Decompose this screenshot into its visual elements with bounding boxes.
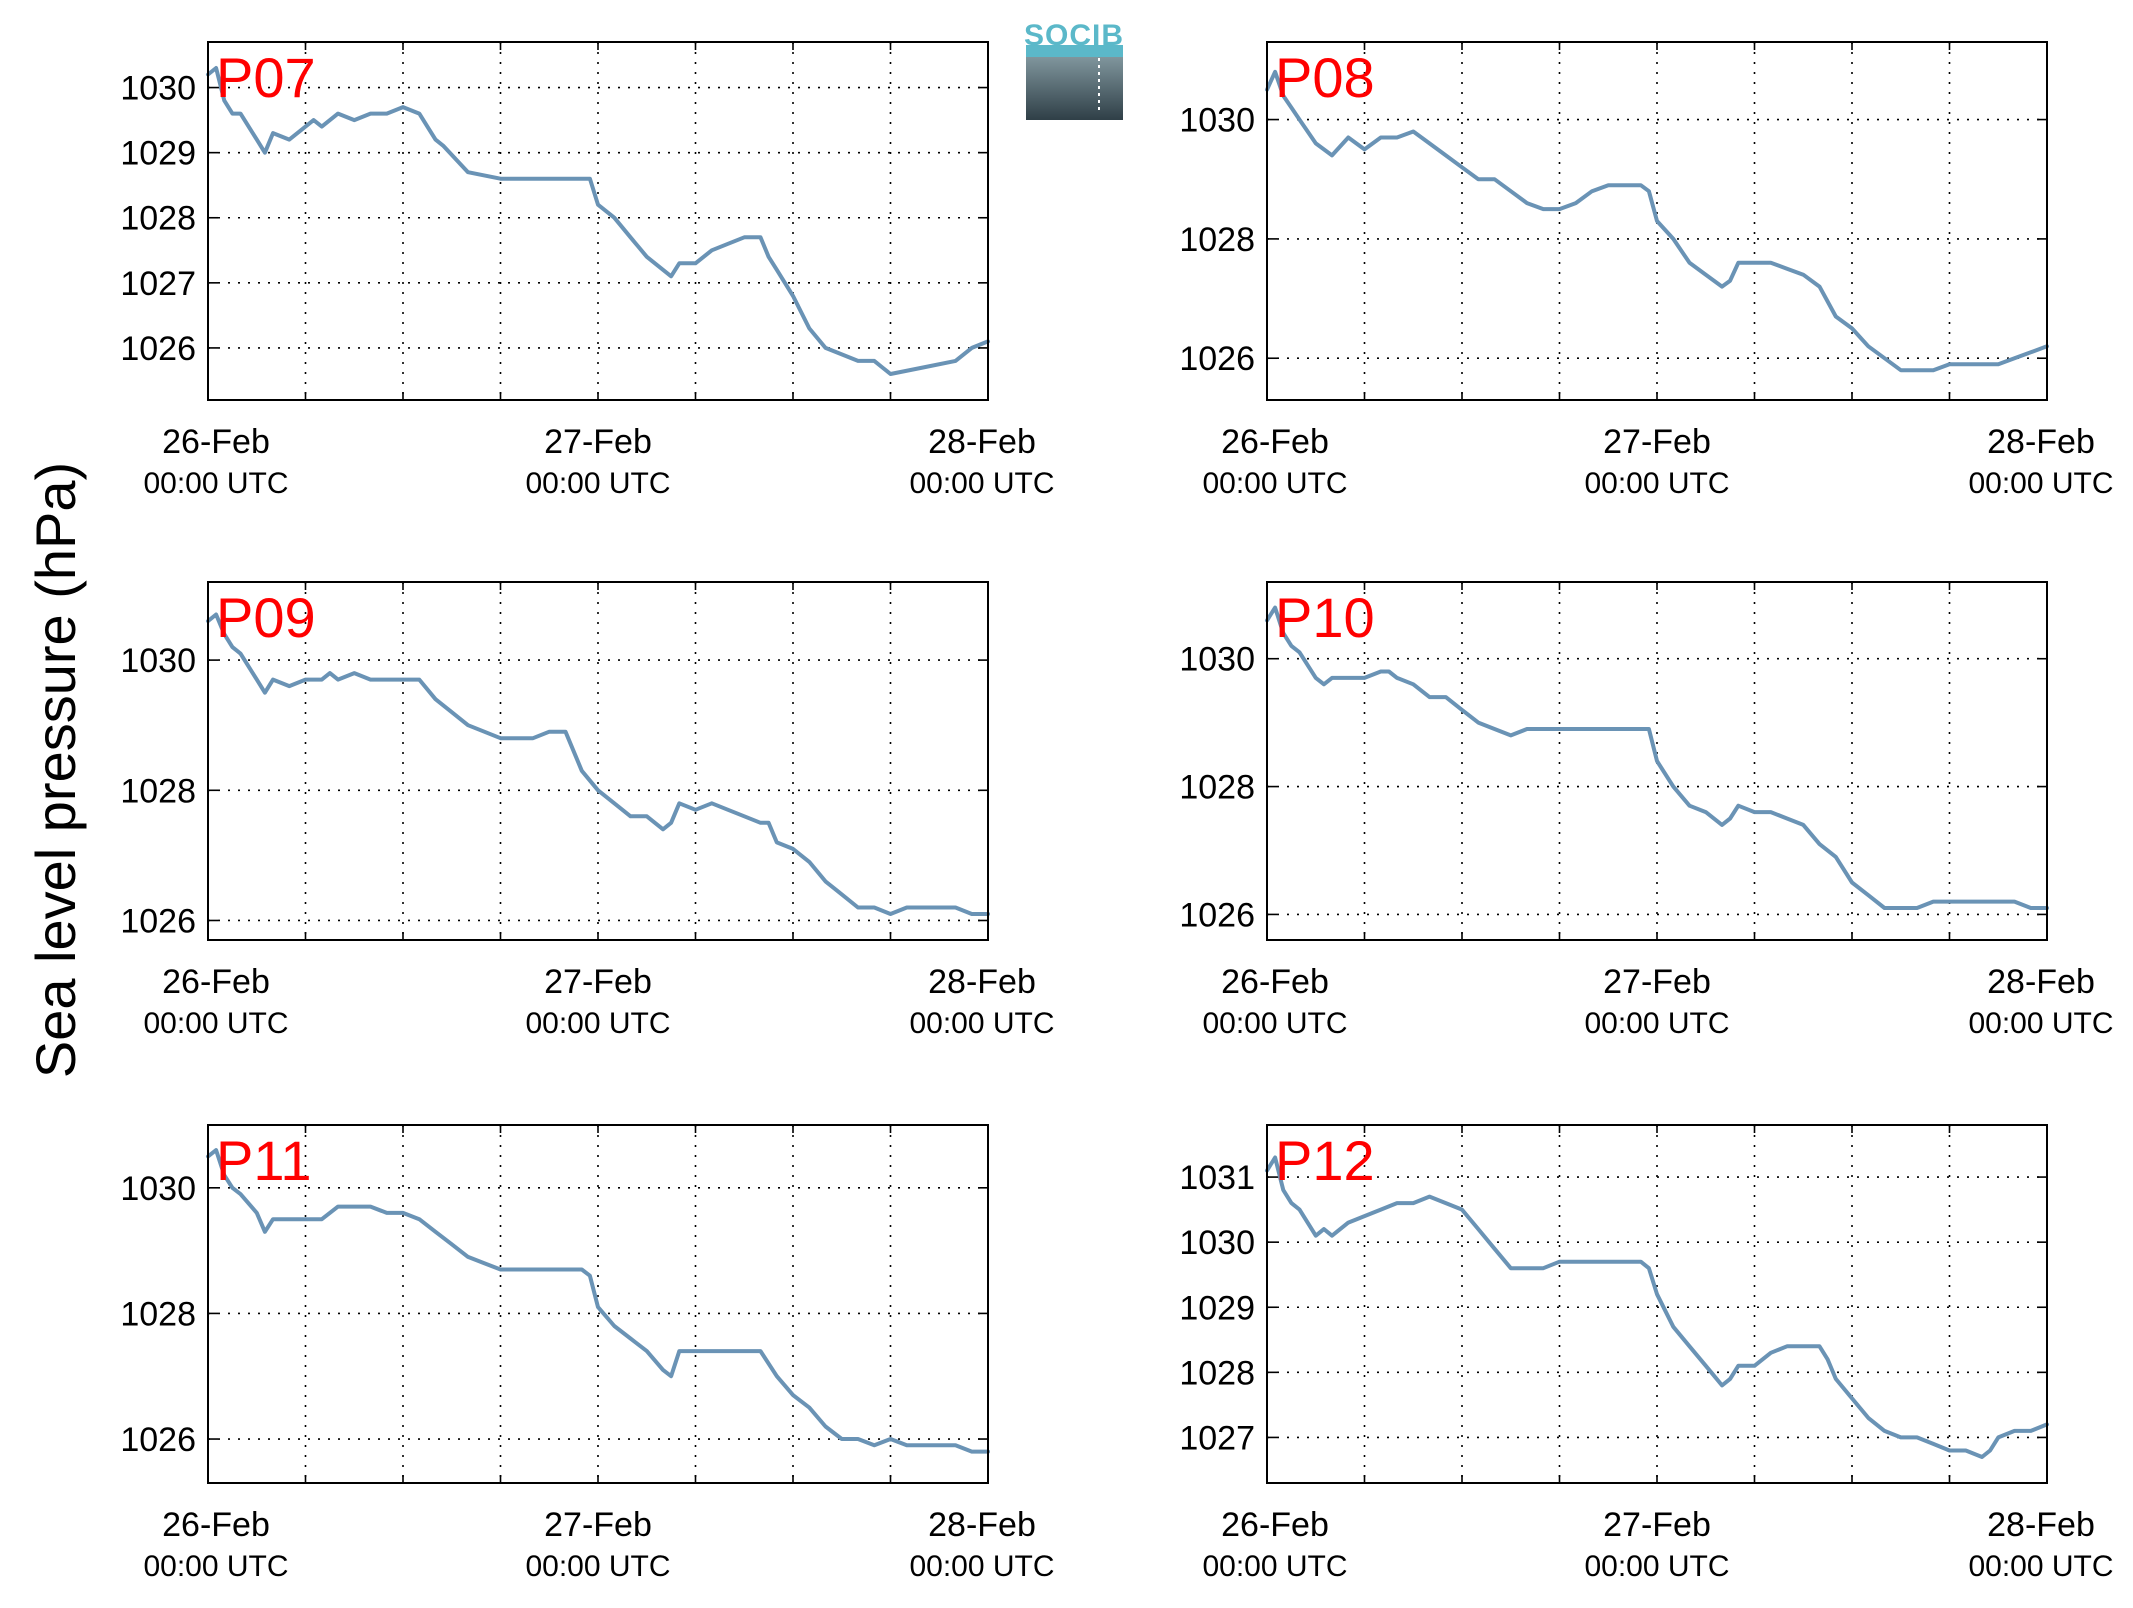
y-tick-label: 1029 — [120, 135, 196, 173]
y-tick-label: 1030 — [1179, 641, 1255, 679]
x-tick-label-time: 00:00 UTC — [1202, 1007, 1347, 1040]
y-tick-label: 1030 — [1179, 1224, 1255, 1262]
y-tick-label: 1027 — [120, 265, 196, 303]
panel-label: P10 — [1275, 586, 1375, 649]
y-tick-label: 1028 — [120, 1295, 196, 1333]
x-tick-label-date: 27-Feb — [1603, 1506, 1711, 1544]
panel-p12: 1027 1028 1029 1030 1031 26-Feb 00:00 UTC 27-Fe… — [1179, 1124, 2114, 1583]
panel-label: P12 — [1275, 1129, 1375, 1192]
plot-frame — [1266, 41, 2048, 401]
socib-logo-band — [1026, 45, 1123, 120]
y-tick-label: 1030 — [120, 70, 196, 108]
y-tick-label: 1029 — [1179, 1289, 1255, 1327]
socib-logo: SOCIB — [1024, 19, 1124, 120]
panel-label: P11 — [216, 1129, 311, 1192]
x-tick-label-time: 00:00 UTC — [1584, 467, 1729, 500]
x-tick-label-time: 00:00 UTC — [1968, 1550, 2113, 1583]
plot-frame — [207, 1124, 989, 1484]
series-line-p07 — [206, 66, 990, 376]
x-tick-label-time: 00:00 UTC — [525, 1550, 670, 1583]
y-tick-label: 1030 — [1179, 102, 1255, 140]
plot-frame — [207, 581, 989, 941]
x-tick-label-date: 27-Feb — [1603, 963, 1711, 1001]
x-tick-label-date: 27-Feb — [544, 423, 652, 461]
y-tick-label: 1027 — [1179, 1419, 1255, 1457]
x-tick-label-date: 26-Feb — [162, 1506, 270, 1544]
x-tick-label-date: 26-Feb — [1221, 1506, 1329, 1544]
y-tick-label: 1028 — [1179, 769, 1255, 807]
x-tick-label-date: 27-Feb — [544, 963, 652, 1001]
y-tick-label: 1028 — [120, 200, 196, 238]
y-axis-label: Sea level pressure (hPa) — [24, 462, 87, 1078]
panel-p08: 1026 1028 1030 26-Feb 00:00 UTC 27-Feb 00:00 U… — [1179, 41, 2114, 500]
x-tick-label-time: 00:00 UTC — [1968, 1007, 2113, 1040]
x-tick-label-time: 00:00 UTC — [909, 1007, 1054, 1040]
socib-logo-text: SOCIB — [1024, 19, 1124, 52]
y-tick-label: 1028 — [1179, 221, 1255, 259]
plot-frame — [1266, 581, 2048, 941]
socib-logo-wave — [1026, 45, 1123, 57]
series-line-p10 — [1265, 605, 2049, 910]
y-tick-label: 1026 — [1179, 340, 1255, 378]
x-tick-label-time: 00:00 UTC — [909, 1550, 1054, 1583]
y-tick-label: 1026 — [120, 1421, 196, 1459]
x-tick-label-time: 00:00 UTC — [1584, 1007, 1729, 1040]
series-line-p08 — [1265, 69, 2049, 373]
y-tick-label: 1026 — [120, 902, 196, 940]
x-tick-label-time: 00:00 UTC — [909, 467, 1054, 500]
plot-frame — [1266, 1124, 2048, 1484]
y-tick-label: 1030 — [120, 1170, 196, 1208]
x-tick-label-date: 28-Feb — [1987, 963, 2095, 1001]
x-tick-label-date: 28-Feb — [1987, 423, 2095, 461]
x-tick-label-date: 26-Feb — [1221, 963, 1329, 1001]
x-tick-label-time: 00:00 UTC — [143, 1550, 288, 1583]
y-tick-label: 1030 — [120, 642, 196, 680]
x-tick-label-time: 00:00 UTC — [525, 1007, 670, 1040]
x-tick-label-date: 27-Feb — [1603, 423, 1711, 461]
x-tick-label-date: 26-Feb — [162, 963, 270, 1001]
x-tick-label-time: 00:00 UTC — [1584, 1550, 1729, 1583]
y-tick-label: 1028 — [120, 772, 196, 810]
panels: 1026 1027 1028 1029 1030 26-Feb 00:00 UTC 27-Fe… — [120, 41, 2114, 1583]
x-tick-label-date: 28-Feb — [928, 423, 1036, 461]
panel-p11: 1026 1028 1030 26-Feb 00:00 UTC 27-Feb 00:00 U… — [120, 1124, 1055, 1583]
panel-p10: 1026 1028 1030 26-Feb 00:00 UTC 27-Feb 00:00 U… — [1179, 581, 2114, 1040]
series-line-p09 — [206, 612, 990, 916]
x-tick-label-date: 28-Feb — [1987, 1506, 2095, 1544]
y-tick-label: 1028 — [1179, 1354, 1255, 1392]
panel-p07: 1026 1027 1028 1029 1030 26-Feb 00:00 UTC 27-Fe… — [120, 41, 1055, 500]
plot-frame — [207, 41, 989, 401]
y-tick-label: 1026 — [1179, 896, 1255, 934]
x-tick-label-date: 26-Feb — [162, 423, 270, 461]
x-tick-label-time: 00:00 UTC — [143, 467, 288, 500]
x-tick-label-time: 00:00 UTC — [143, 1007, 288, 1040]
x-tick-label-time: 00:00 UTC — [1202, 467, 1347, 500]
panel-p09: 1026 1028 1030 26-Feb 00:00 UTC 27-Feb 00:00 U… — [120, 581, 1055, 1040]
x-tick-label-date: 27-Feb — [544, 1506, 652, 1544]
panel-label: P08 — [1275, 46, 1375, 109]
series-line-p12 — [1265, 1155, 2049, 1459]
x-tick-label-date: 26-Feb — [1221, 423, 1329, 461]
x-tick-label-date: 28-Feb — [928, 963, 1036, 1001]
x-tick-label-time: 00:00 UTC — [1968, 467, 2113, 500]
panel-label: P07 — [216, 46, 316, 109]
y-tick-label: 1026 — [120, 330, 196, 368]
y-tick-label: 1031 — [1179, 1159, 1255, 1197]
series-line-p11 — [206, 1148, 990, 1454]
x-tick-label-time: 00:00 UTC — [1202, 1550, 1347, 1583]
x-tick-label-time: 00:00 UTC — [525, 467, 670, 500]
panel-label: P09 — [216, 586, 316, 649]
x-tick-label-date: 28-Feb — [928, 1506, 1036, 1544]
